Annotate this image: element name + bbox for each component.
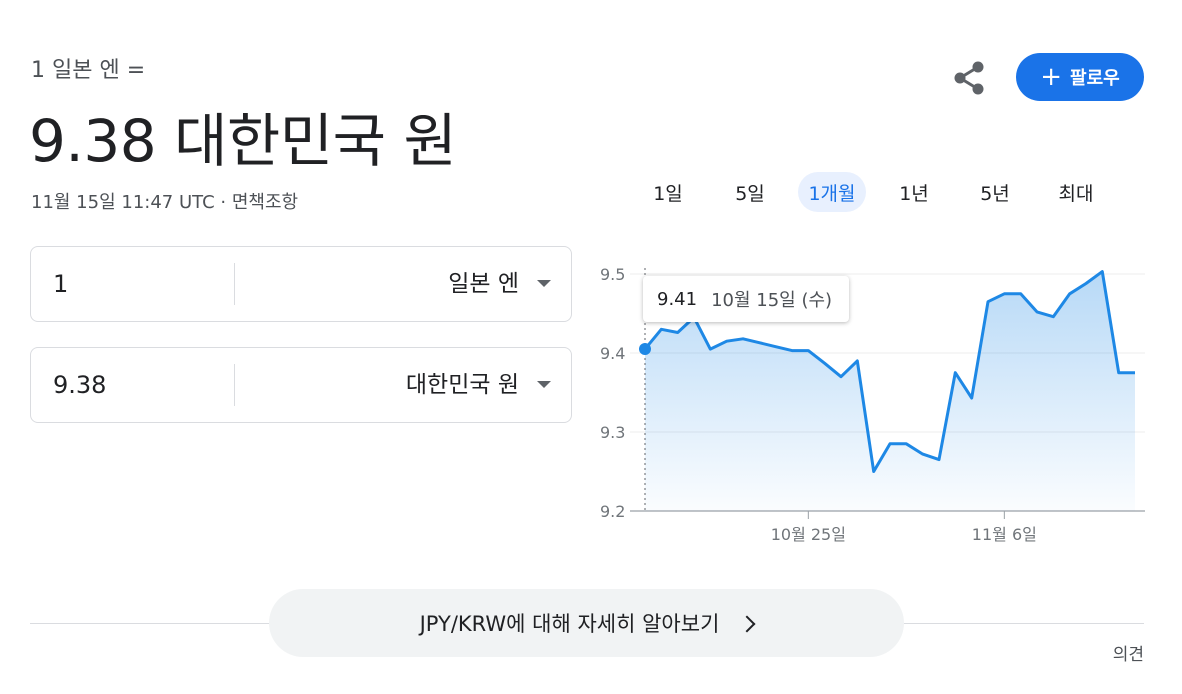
to-converter: 9.38 대한민국 원 <box>30 347 572 423</box>
chevron-right-icon <box>738 615 756 633</box>
tab-max[interactable]: 최대 <box>1058 182 1094 205</box>
conversion-result: 9.38 대한민국 원 <box>29 107 457 175</box>
data-point[interactable] <box>937 458 941 462</box>
data-point[interactable] <box>708 347 712 351</box>
data-point[interactable] <box>1019 292 1023 296</box>
learn-more-label: JPY/KRW에 대해 자세히 알아보기 <box>419 612 720 636</box>
converter-divider <box>234 263 235 305</box>
y-tick-label: 9.3 <box>600 423 625 442</box>
timestamp-line: 11월 15일 11:47 UTC · 면책조항 <box>31 188 298 214</box>
share-icon <box>954 61 984 95</box>
divider-right <box>903 623 1144 624</box>
data-point[interactable] <box>659 327 663 331</box>
data-point[interactable] <box>1068 292 1072 296</box>
plus-icon: + <box>1040 62 1063 92</box>
tooltip-value: 9.41 <box>657 288 698 310</box>
separator-dot: · <box>220 192 227 213</box>
to-currency-select[interactable]: 대한민국 원 <box>405 372 519 398</box>
tab-5d[interactable]: 5일 <box>735 182 765 205</box>
data-point[interactable] <box>676 330 680 334</box>
y-tick-label: 9.5 <box>600 265 625 284</box>
tooltip-date: 10월 15일 (수) <box>711 290 833 311</box>
data-point[interactable] <box>774 345 778 349</box>
y-tick-label: 9.4 <box>600 344 625 363</box>
data-point[interactable] <box>970 396 974 400</box>
conversion-subtitle: 1 일본 엔 = <box>31 58 146 83</box>
follow-button[interactable]: + 팔로우 <box>1016 53 1144 101</box>
data-point[interactable] <box>741 337 745 341</box>
y-tick-label: 9.2 <box>600 502 625 521</box>
data-point[interactable] <box>986 300 990 304</box>
feedback-link[interactable]: 의견 <box>1112 645 1144 665</box>
data-point[interactable] <box>1100 270 1104 274</box>
data-point[interactable] <box>806 349 810 353</box>
tab-1y[interactable]: 1년 <box>899 182 929 205</box>
data-point[interactable] <box>888 442 892 446</box>
chart-line <box>643 270 1135 473</box>
data-point[interactable] <box>921 452 925 456</box>
dropdown-arrow-icon[interactable] <box>537 381 551 388</box>
data-point[interactable] <box>725 339 729 343</box>
data-point[interactable] <box>1133 371 1137 375</box>
tab-1d[interactable]: 1일 <box>653 182 683 205</box>
tab-1m[interactable]: 1개월 <box>798 172 866 212</box>
converter-divider <box>234 364 235 406</box>
share-button[interactable] <box>947 56 991 100</box>
data-point[interactable] <box>1051 315 1055 319</box>
data-point[interactable] <box>839 375 843 379</box>
tab-5y[interactable]: 5년 <box>980 182 1010 205</box>
x-tick-label: 10월 25일 <box>771 525 846 544</box>
data-point[interactable] <box>1117 371 1121 375</box>
data-point[interactable] <box>1002 292 1006 296</box>
to-amount-input[interactable]: 9.38 <box>53 371 107 399</box>
dropdown-arrow-icon[interactable] <box>537 280 551 287</box>
exchange-rate-chart[interactable]: 9.5 9.4 9.3 9.2 10월 25일 11월 6일 <box>590 250 1150 560</box>
chart-area <box>645 271 1135 511</box>
from-currency-select[interactable]: 일본 엔 <box>448 271 519 297</box>
x-tick-label: 11월 6일 <box>972 525 1037 544</box>
timestamp: 11월 15일 11:47 UTC <box>31 192 215 213</box>
from-converter: 1 일본 엔 <box>30 246 572 322</box>
disclaimer-link[interactable]: 면책조항 <box>231 192 299 213</box>
data-point[interactable] <box>1035 310 1039 314</box>
chart-tooltip: 9.41 10월 15일 (수) <box>643 276 849 322</box>
range-tabs: 1일 5일 1개월 1년 5년 최대 <box>632 172 1152 216</box>
from-amount-input[interactable]: 1 <box>53 270 69 298</box>
highlight-point <box>639 343 651 356</box>
data-point[interactable] <box>904 442 908 446</box>
learn-more-button[interactable]: JPY/KRW에 대해 자세히 알아보기 <box>269 589 904 657</box>
follow-label: 팔로우 <box>1070 68 1120 89</box>
data-point[interactable] <box>757 341 761 345</box>
data-point[interactable] <box>823 361 827 365</box>
data-point[interactable] <box>790 349 794 353</box>
data-point[interactable] <box>872 470 876 474</box>
divider-left <box>30 623 270 624</box>
data-point[interactable] <box>1084 281 1088 285</box>
data-point[interactable] <box>855 359 859 363</box>
data-point[interactable] <box>953 371 957 375</box>
